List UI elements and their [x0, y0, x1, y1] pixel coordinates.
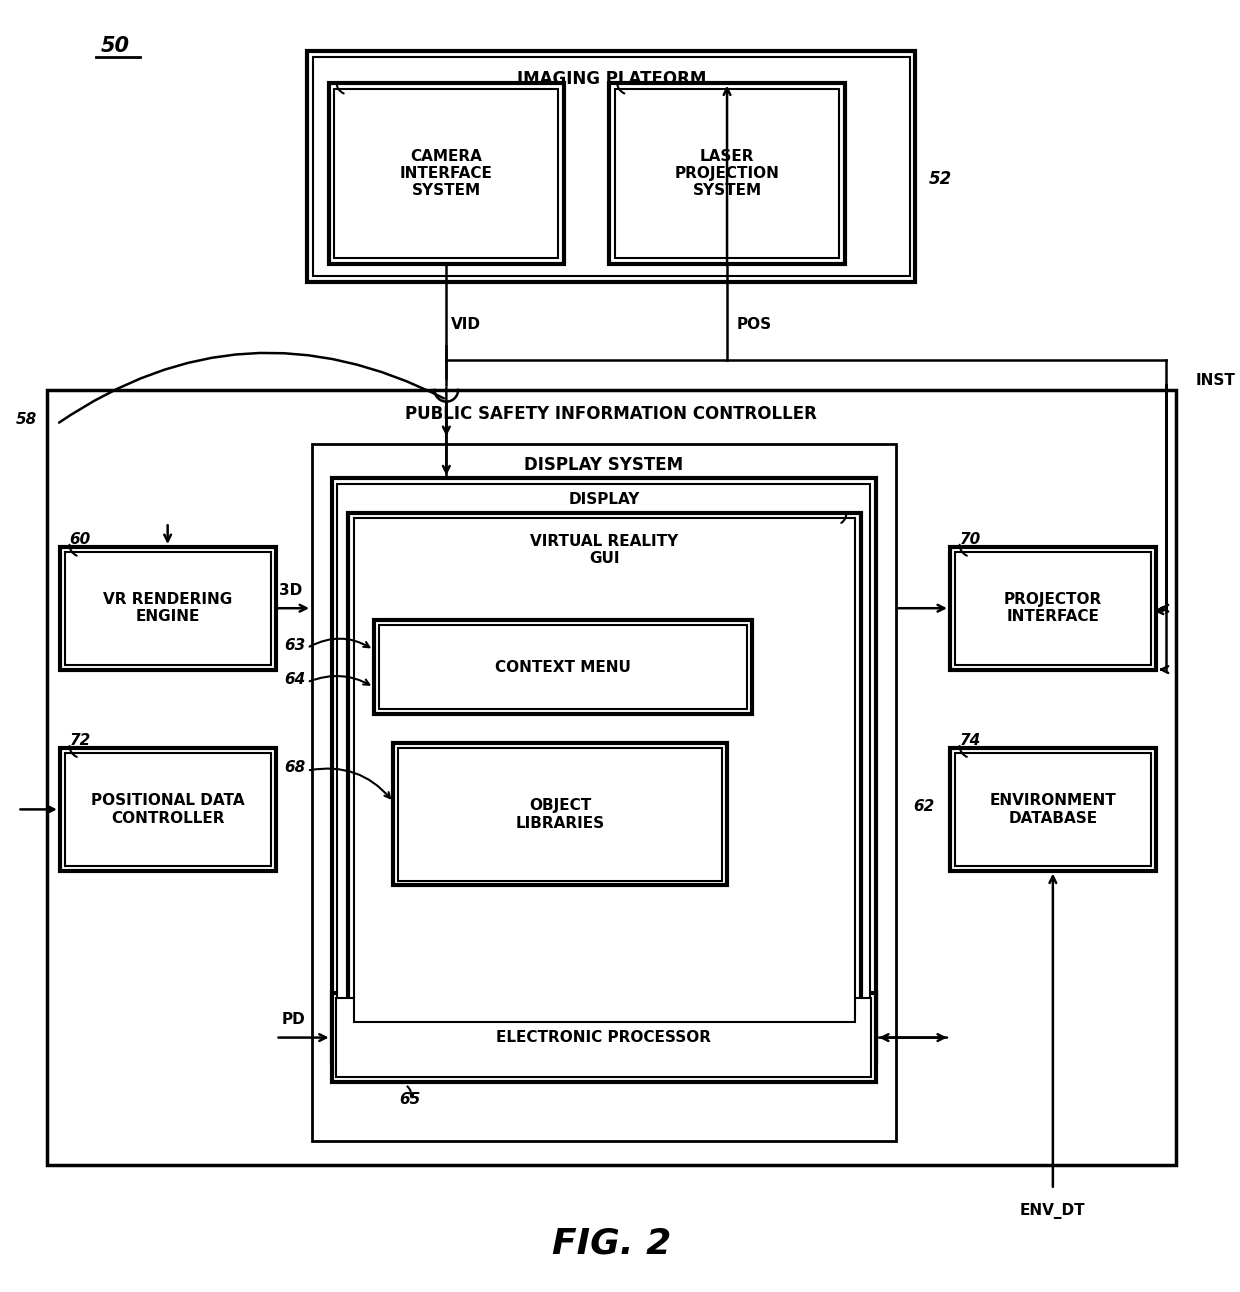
Text: 63: 63: [284, 637, 305, 652]
Text: DISPLAY: DISPLAY: [568, 492, 640, 508]
Bar: [336, 999, 872, 1076]
Text: 60: 60: [69, 531, 91, 547]
Text: LASER
PROJECTION
SYSTEM: LASER PROJECTION SYSTEM: [675, 149, 780, 199]
Bar: [329, 83, 564, 265]
Bar: [955, 753, 1151, 866]
Text: 50: 50: [102, 36, 130, 57]
Text: PUBLIC SAFETY INFORMATION CONTROLLER: PUBLIC SAFETY INFORMATION CONTROLLER: [405, 406, 817, 424]
Text: 66: 66: [846, 492, 867, 508]
Text: INST: INST: [1195, 372, 1235, 388]
Text: 65: 65: [399, 1092, 420, 1107]
Bar: [312, 57, 910, 276]
Text: ELECTRONIC PROCESSOR: ELECTRONIC PROCESSOR: [496, 1030, 712, 1045]
Bar: [64, 753, 270, 866]
Bar: [609, 83, 844, 265]
Text: 62: 62: [914, 800, 935, 814]
Text: 74: 74: [960, 733, 981, 748]
Bar: [398, 748, 722, 881]
Text: 68: 68: [284, 760, 305, 775]
Bar: [348, 513, 861, 1027]
Text: 70: 70: [960, 531, 981, 547]
Text: 3D: 3D: [279, 583, 303, 598]
Bar: [47, 390, 1176, 1165]
Text: 58: 58: [16, 412, 37, 426]
Bar: [378, 625, 746, 709]
Bar: [355, 518, 854, 1022]
Text: VR RENDERING
ENGINE: VR RENDERING ENGINE: [103, 592, 232, 624]
Bar: [950, 748, 1156, 871]
Bar: [393, 743, 727, 885]
Bar: [60, 748, 275, 871]
Text: 52: 52: [929, 169, 952, 187]
Text: OBJECT
LIBRARIES: OBJECT LIBRARIES: [516, 798, 605, 831]
Text: ENVIRONMENT
DATABASE: ENVIRONMENT DATABASE: [990, 793, 1116, 826]
Text: 54: 54: [336, 63, 357, 78]
Text: VIRTUAL REALITY
GUI: VIRTUAL REALITY GUI: [531, 534, 678, 566]
Text: 56: 56: [618, 63, 639, 78]
Text: VID: VID: [451, 317, 481, 332]
Text: IMAGING PLATFORM: IMAGING PLATFORM: [517, 70, 706, 88]
Text: PROJECTOR
INTERFACE: PROJECTOR INTERFACE: [1003, 592, 1102, 624]
Text: DISPLAY SYSTEM: DISPLAY SYSTEM: [525, 456, 683, 474]
Bar: [331, 994, 877, 1081]
Bar: [60, 547, 275, 669]
Bar: [373, 620, 751, 713]
Bar: [64, 552, 270, 664]
Bar: [331, 478, 877, 1062]
Text: CAMERA
INTERFACE
SYSTEM: CAMERA INTERFACE SYSTEM: [401, 149, 492, 199]
Bar: [615, 89, 839, 258]
Text: POSITIONAL DATA
CONTROLLER: POSITIONAL DATA CONTROLLER: [91, 793, 244, 826]
Text: PD: PD: [281, 1013, 305, 1027]
Text: 72: 72: [69, 733, 91, 748]
Bar: [335, 89, 558, 258]
Bar: [308, 52, 915, 282]
Text: POS: POS: [737, 317, 773, 332]
Bar: [955, 552, 1151, 664]
Bar: [950, 547, 1156, 669]
Text: ENV_DT: ENV_DT: [1021, 1203, 1086, 1220]
Bar: [312, 444, 895, 1141]
Bar: [337, 484, 870, 1057]
Text: 64: 64: [284, 672, 305, 687]
Text: FIG. 2: FIG. 2: [552, 1226, 671, 1261]
Text: CONTEXT MENU: CONTEXT MENU: [495, 660, 631, 674]
